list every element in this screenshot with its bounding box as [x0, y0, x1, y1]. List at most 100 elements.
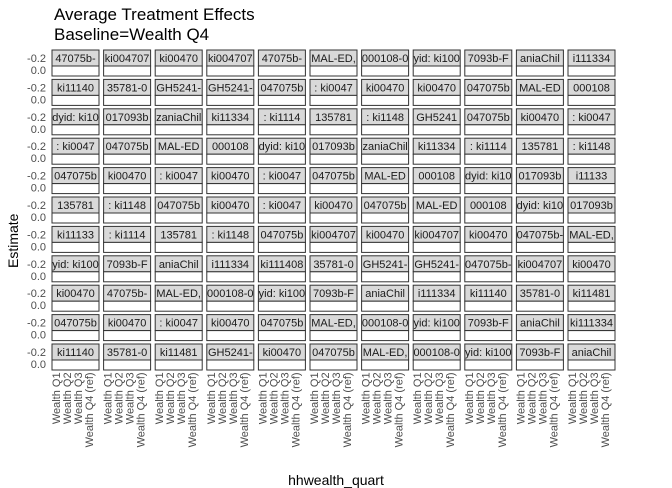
facet-plot-area	[51, 300, 100, 312]
facet-plot-area	[309, 65, 358, 77]
facet-plot-area	[154, 241, 203, 253]
x-tick-label: Wealth Q4 (ref)	[600, 372, 612, 447]
x-tick-label: Wealth Q4 (ref)	[445, 372, 457, 447]
x-tick-label: Wealth Q2	[62, 372, 74, 424]
facet-strip-label: ki11481	[573, 288, 611, 300]
facet-panel: aniaChil	[515, 314, 564, 342]
facet-strip-label: GH5241-	[363, 259, 408, 271]
facet-plot-area	[51, 65, 100, 77]
facet-strip-label: ki11140	[470, 288, 507, 300]
facet-panel: MAL-ED	[412, 196, 461, 224]
facet-panel: ki00470	[206, 314, 255, 342]
facet-plot-area	[206, 124, 255, 136]
facet-strip-label: 135781	[315, 112, 352, 124]
facet-plot-area	[567, 271, 616, 283]
facet-strip-label: yid: ki100	[465, 347, 511, 359]
y-tick-label: -0.2	[27, 171, 46, 183]
facet-strip-label: aniaChil	[520, 53, 560, 65]
y-tick-label: 0.0	[31, 241, 46, 253]
facet-plot-area	[464, 183, 513, 195]
facet-plot-area	[464, 359, 513, 371]
facet-plot-area	[257, 65, 306, 77]
facet-panel: 017093b	[567, 196, 616, 224]
facet-strip-label: ki004707	[311, 229, 356, 241]
facet-plot-area	[51, 330, 100, 342]
facet-panel: 135781	[309, 108, 358, 136]
facet-strip-label: dyid: ki10	[465, 171, 511, 183]
facet-panel: ki004707	[103, 49, 152, 77]
facet-plot-area	[257, 271, 306, 283]
facet-panel: 017093b	[309, 137, 358, 165]
facet-panel: GH5241-	[206, 343, 255, 371]
facet-plot-area	[412, 212, 461, 224]
facet-strip-label: : ki1148	[366, 112, 404, 124]
x-tick-label: Wealth Q1	[464, 372, 476, 424]
facet-panel: ki004707	[412, 225, 461, 253]
facet-strip-label: yid: ki100	[259, 288, 305, 300]
facet-strip-label: MAL-ED	[364, 171, 406, 183]
facet-plot-area	[103, 65, 152, 77]
facet-plot-area	[103, 183, 152, 195]
facet-panel: : ki1148	[206, 225, 255, 253]
facet-panel: ki00470	[206, 167, 255, 195]
facet-strip-label: ki004707	[414, 229, 459, 241]
facet-panel: 047075b	[257, 78, 306, 106]
facet-panel: 047075b	[309, 167, 358, 195]
facet-strip-label: : ki0047	[159, 171, 198, 183]
facet-panel: ki00470	[103, 167, 152, 195]
facet-strip-label: 7093b-F	[519, 347, 560, 359]
facet-strip-label: 047075b	[106, 141, 149, 153]
facet-strip-label: 017093b	[570, 200, 613, 212]
facet-panel: 047075b	[464, 78, 513, 106]
facet-strip-label: ki00470	[366, 229, 405, 241]
facet-panel: aniaChil	[567, 343, 616, 371]
facet-strip-label: ki00470	[211, 318, 250, 330]
facet-strip-label: aniaChil	[159, 259, 199, 271]
x-tick-label: Wealth Q1	[309, 372, 321, 424]
facet-plot-area	[412, 271, 461, 283]
y-tick-label: -0.2	[27, 112, 46, 124]
facet-plot-area	[361, 124, 410, 136]
facet-panel: 047075b	[154, 196, 203, 224]
facet-plot-area	[567, 330, 616, 342]
facet-plot-area	[464, 212, 513, 224]
facet-strip-label: ki00470	[572, 259, 611, 271]
y-tick-label: -0.2	[27, 347, 46, 359]
facet-panel: 000108	[206, 137, 255, 165]
facet-panel: ki111334	[567, 314, 616, 342]
facet-panel: 047075b	[103, 137, 152, 165]
facet-strip-label: 047075b	[260, 318, 303, 330]
facet-plot-area	[257, 183, 306, 195]
facet-strip-label: aniaChil	[520, 318, 560, 330]
facet-plot-area	[257, 124, 306, 136]
x-tick-label: Wealth Q3	[383, 372, 395, 424]
facet-plot-area	[103, 241, 152, 253]
facet-plot-area	[515, 124, 564, 136]
facet-plot-area	[103, 359, 152, 371]
facet-strip-label: 7093b-F	[468, 318, 509, 330]
facet-strip-label: 047075b-	[465, 259, 512, 271]
facet-strip-label: ki00470	[56, 288, 95, 300]
facet-panel: ki00470	[206, 196, 255, 224]
facet-strip-label: 047075b	[260, 82, 303, 94]
facet-strip-label: 7093b-F	[313, 288, 354, 300]
facet-plot-area	[515, 271, 564, 283]
facet-plot-area	[361, 94, 410, 106]
facet-panel: ki00470	[361, 225, 410, 253]
facet-panel: yid: ki100	[464, 343, 513, 371]
facet-plot-area	[154, 153, 203, 165]
facet-plot-area	[567, 94, 616, 106]
facet-strip-label: ki111334	[570, 318, 613, 330]
facet-panel: 47075b-	[51, 49, 100, 77]
x-tick-label: Wealth Q2	[320, 372, 332, 424]
facet-panel: GH5241	[412, 108, 461, 136]
facet-plot-area	[361, 300, 410, 312]
facet-plot-area	[51, 241, 100, 253]
facet-panel: ki00470	[567, 255, 616, 283]
facet-strip-label: 47075b-	[107, 288, 148, 300]
facet-panel: dyid: ki10	[515, 196, 564, 224]
facet-strip-label: ki004707	[518, 259, 563, 271]
x-tick-label: Wealth Q1	[412, 372, 424, 424]
facet-panel: 135781	[154, 225, 203, 253]
facet-panel: yid: ki100	[51, 255, 100, 283]
